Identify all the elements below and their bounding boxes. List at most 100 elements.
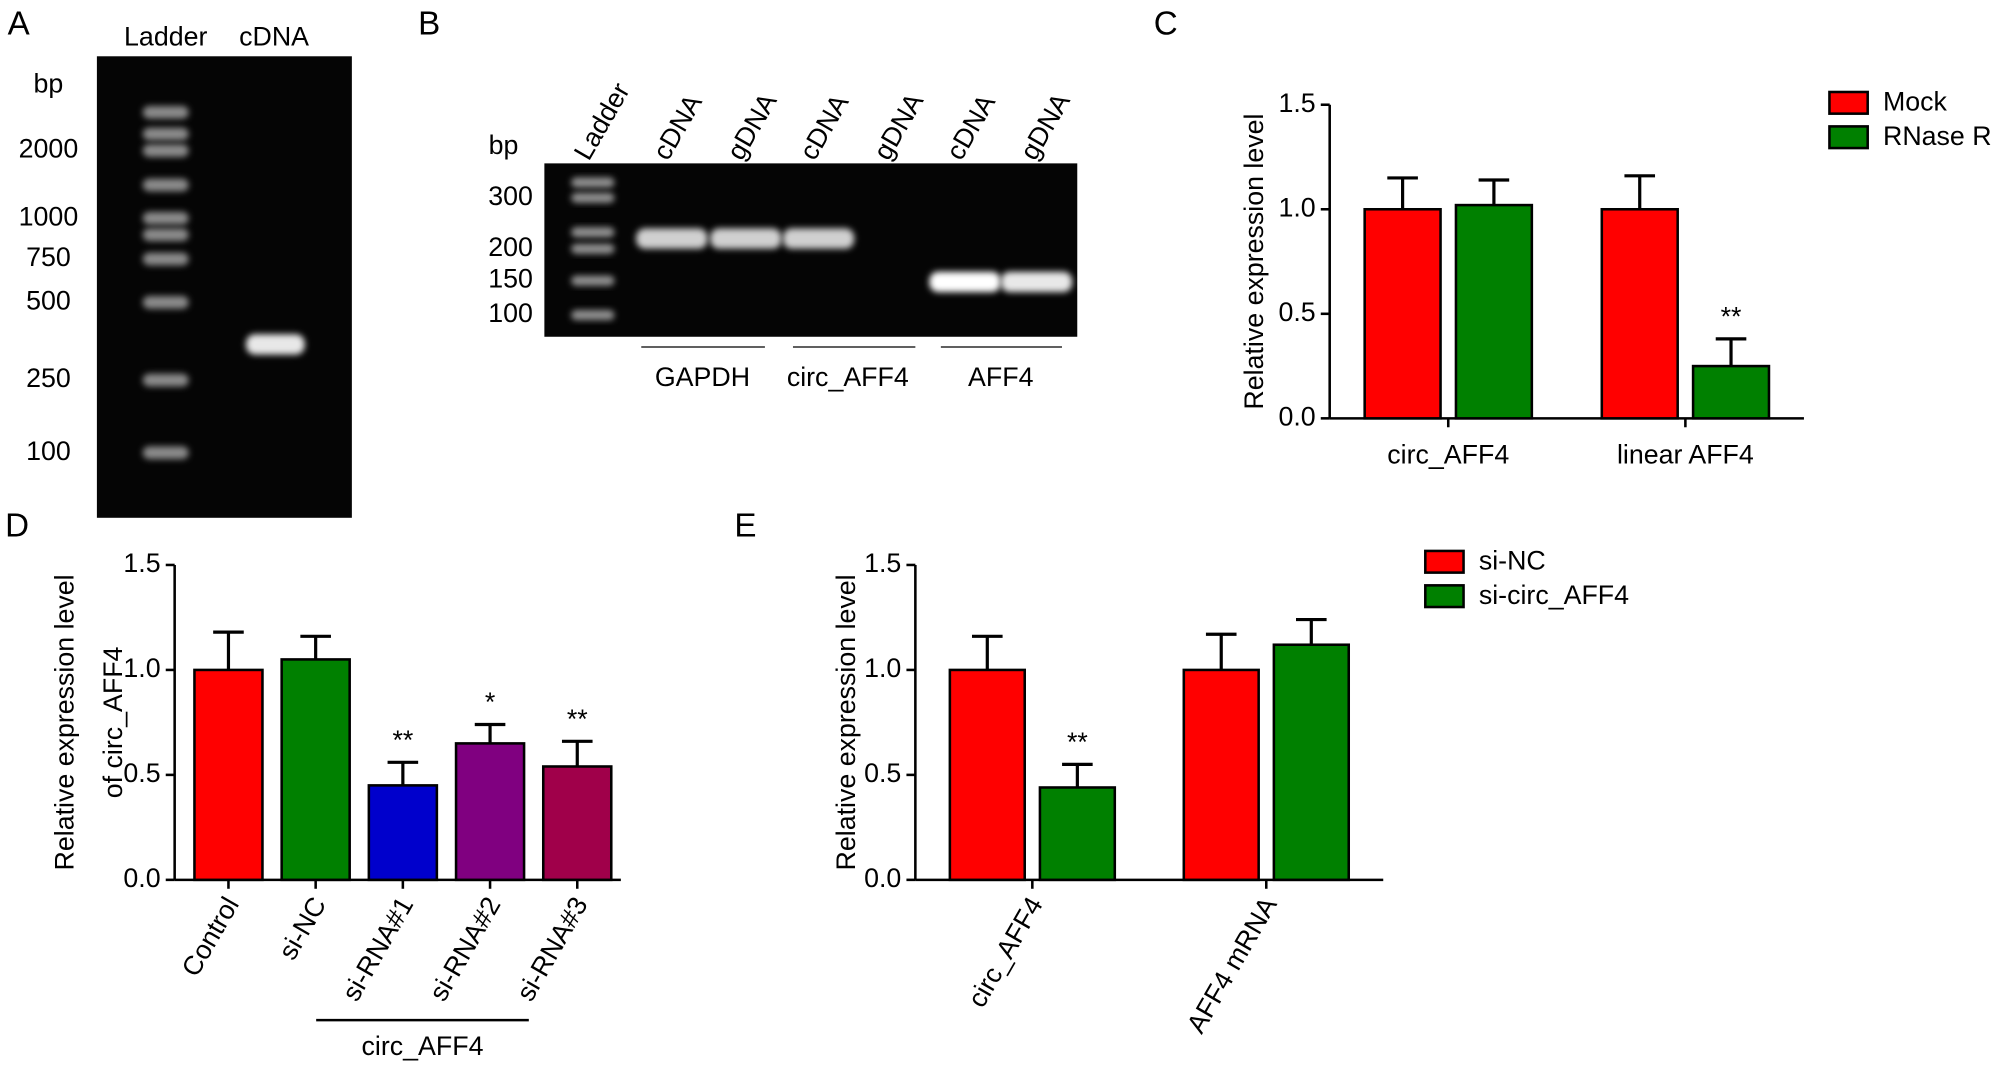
lane-label: Ladder — [124, 22, 207, 52]
bar — [1272, 643, 1351, 882]
lane-label: cDNA — [239, 22, 309, 52]
marker-label: 250 — [26, 363, 71, 393]
bar — [1454, 203, 1534, 420]
y-tick-label: 0.5 — [123, 758, 160, 788]
ladder-band — [571, 177, 615, 188]
x-tick-label: circ_AFF4 — [962, 892, 1049, 1013]
legend-swatch — [1424, 549, 1465, 574]
bar — [193, 668, 264, 882]
ladder-band — [571, 309, 615, 321]
panel-letter: C — [1154, 5, 1178, 42]
y-axis-label: of circ_AFF4 — [98, 646, 128, 798]
legend-label: si-NC — [1479, 545, 1546, 575]
ladder-band — [142, 252, 189, 266]
y-tick-label: 1.0 — [864, 653, 901, 683]
y-tick-label: 1.5 — [864, 548, 901, 578]
lane-label: gDNA — [721, 88, 783, 165]
y-axis-label: Relative expression level — [831, 574, 861, 870]
panel-letter: A — [8, 5, 31, 42]
bar — [1182, 668, 1260, 882]
bar — [1363, 207, 1442, 420]
ladder-band — [571, 227, 615, 238]
significance-label: ** — [1067, 727, 1088, 757]
gel-unit: bp — [34, 69, 64, 99]
x-tick-label: si-NC — [273, 892, 332, 965]
bar — [1600, 207, 1679, 420]
sample-band — [929, 271, 1001, 293]
ladder-band — [142, 106, 189, 119]
gel-image — [96, 56, 352, 518]
ladder-band — [142, 373, 189, 387]
y-tick-label: 0.0 — [864, 863, 901, 893]
lane-label: gDNA — [868, 88, 930, 165]
bar — [1691, 364, 1771, 420]
legend-swatch — [1424, 584, 1465, 609]
y-tick-label: 1.0 — [123, 653, 160, 683]
x-tick-label: AFF4 mRNA — [1181, 892, 1283, 1038]
x-tick-label: si-RNA#2 — [423, 892, 506, 1006]
bar — [1038, 786, 1117, 882]
marker-label: 2000 — [19, 134, 79, 164]
significance-label: ** — [567, 704, 588, 734]
marker-label: 100 — [488, 298, 533, 328]
sample-band — [1000, 271, 1073, 293]
bar — [454, 742, 526, 882]
lane-label: gDNA — [1014, 88, 1076, 165]
x-tick-label: circ_AFF4 — [1387, 440, 1509, 470]
gene-label: GAPDH — [655, 362, 750, 392]
y-axis-label: Relative expression level — [1239, 114, 1269, 410]
x-tick-label: si-RNA#1 — [336, 892, 419, 1006]
group-label: circ_AFF4 — [362, 1031, 484, 1061]
sample-band — [246, 334, 305, 355]
ladder-band — [142, 446, 189, 460]
gene-label: circ_AFF4 — [787, 362, 909, 392]
bar — [280, 658, 351, 882]
ladder-band — [571, 275, 615, 286]
gene-label: AFF4 — [968, 362, 1034, 392]
lane-label: Ladder — [568, 78, 636, 165]
panel-letter: D — [5, 508, 29, 545]
marker-label: 1000 — [19, 201, 79, 231]
y-tick-label: 0.0 — [1278, 401, 1315, 431]
ladder-band — [142, 228, 189, 242]
marker-label: 300 — [488, 181, 533, 211]
significance-label: * — [485, 687, 495, 717]
lane-label: cDNA — [647, 89, 708, 165]
marker-label: 750 — [26, 242, 71, 272]
significance-label: ** — [1721, 302, 1742, 332]
marker-label: 150 — [488, 264, 533, 294]
lane-label: cDNA — [940, 89, 1001, 165]
panel-letter: B — [418, 5, 440, 42]
marker-label: 100 — [26, 436, 71, 466]
x-tick-label: si-RNA#3 — [510, 892, 593, 1006]
y-tick-label: 0.0 — [123, 863, 160, 893]
gel-image — [544, 163, 1078, 337]
ladder-band — [142, 144, 189, 158]
x-tick-label: Control — [176, 892, 245, 982]
legend-swatch — [1828, 90, 1869, 115]
panel-letter: E — [734, 508, 756, 545]
lane-label: cDNA — [794, 89, 855, 165]
sample-band — [636, 228, 708, 249]
y-tick-label: 1.5 — [1278, 88, 1315, 118]
legend-label: Mock — [1883, 87, 1948, 117]
bar — [948, 668, 1026, 882]
marker-label: 200 — [488, 232, 533, 262]
marker-label: 500 — [26, 285, 71, 315]
gel-unit: bp — [489, 130, 519, 160]
y-tick-label: 0.5 — [864, 758, 901, 788]
ladder-band — [142, 295, 189, 309]
x-tick-label: linear AFF4 — [1617, 440, 1754, 470]
y-tick-label: 1.0 — [1278, 192, 1315, 222]
legend-swatch — [1828, 125, 1869, 150]
y-axis-label: Relative expression level — [49, 574, 79, 870]
ladder-band — [142, 211, 189, 225]
ladder-band — [571, 192, 615, 203]
legend-label: RNase R — [1883, 121, 1992, 151]
y-tick-label: 0.5 — [1278, 297, 1315, 327]
y-tick-label: 1.5 — [123, 548, 160, 578]
ladder-band — [142, 127, 189, 141]
sample-band — [782, 228, 855, 249]
sample-band — [710, 228, 782, 249]
